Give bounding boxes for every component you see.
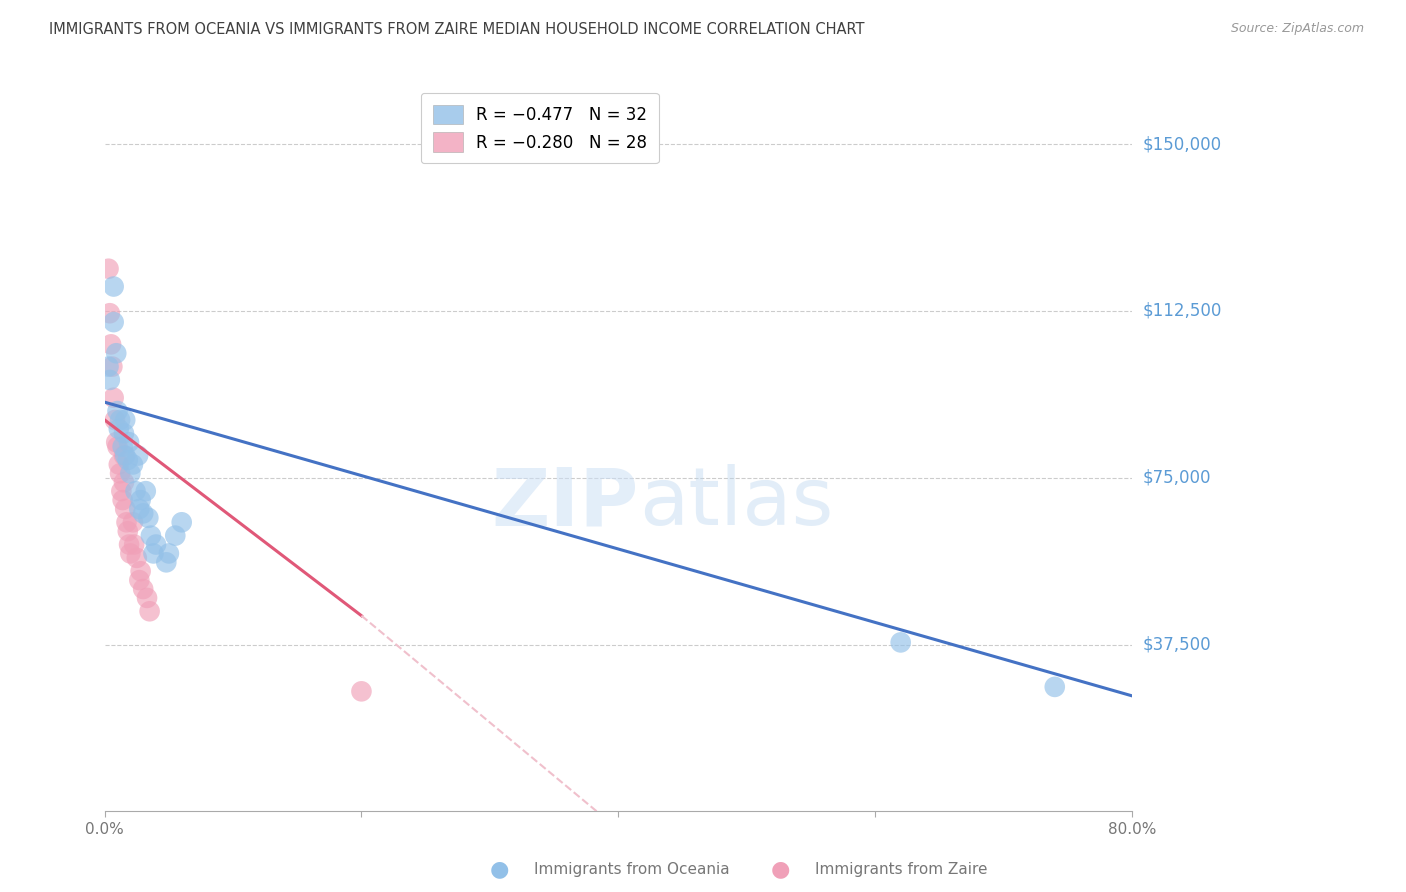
Point [117, 524, 139, 539]
Point [97, 261, 120, 276]
Point [110, 484, 132, 499]
Point [124, 484, 146, 499]
Point [103, 279, 125, 293]
Point [108, 413, 131, 427]
Point [114, 449, 136, 463]
Point [98, 373, 121, 387]
Point [118, 435, 141, 450]
Point [127, 449, 149, 463]
Point [122, 516, 145, 530]
Point [125, 550, 148, 565]
Point [157, 546, 180, 560]
Point [112, 426, 135, 441]
Text: Immigrants from Zaire: Immigrants from Zaire [815, 863, 988, 877]
Point [115, 516, 138, 530]
Point [136, 511, 159, 525]
Point [890, 635, 912, 649]
Point [111, 440, 134, 454]
Point [135, 484, 157, 499]
Point [103, 315, 125, 329]
Point [104, 413, 127, 427]
Point [122, 537, 145, 551]
Legend: R = −0.477   N = 32, R = −0.280   N = 28: R = −0.477 N = 32, R = −0.280 N = 28 [422, 93, 659, 163]
Text: $112,500: $112,500 [1143, 302, 1222, 320]
Point [97, 359, 120, 374]
Text: $150,000: $150,000 [1143, 136, 1222, 153]
Point [129, 493, 152, 508]
Text: Source: ZipAtlas.com: Source: ZipAtlas.com [1230, 22, 1364, 36]
Point [155, 555, 177, 569]
Point [120, 467, 142, 481]
Text: IMMIGRANTS FROM OCEANIA VS IMMIGRANTS FROM ZAIRE MEDIAN HOUSEHOLD INCOME CORRELA: IMMIGRANTS FROM OCEANIA VS IMMIGRANTS FR… [49, 22, 865, 37]
Point [132, 582, 155, 596]
Point [112, 449, 135, 463]
Text: atlas: atlas [638, 464, 834, 542]
Text: ZIP: ZIP [492, 464, 638, 542]
Point [98, 306, 121, 320]
Point [105, 435, 128, 450]
Point [103, 391, 125, 405]
Point [170, 516, 193, 530]
Point [129, 564, 152, 578]
Point [107, 458, 129, 472]
Point [107, 422, 129, 436]
Point [111, 493, 134, 508]
Point [101, 359, 124, 374]
Point [105, 346, 128, 360]
Point [122, 458, 145, 472]
Point [136, 591, 159, 605]
Point [350, 684, 373, 698]
Text: ●: ● [770, 860, 790, 880]
Point [107, 404, 129, 418]
Point [145, 537, 167, 551]
Point [142, 546, 165, 560]
Point [139, 528, 162, 542]
Point [138, 604, 160, 618]
Point [114, 502, 136, 516]
Text: $37,500: $37,500 [1143, 636, 1212, 654]
Text: Immigrants from Oceania: Immigrants from Oceania [534, 863, 730, 877]
Point [108, 467, 131, 481]
Point [117, 453, 139, 467]
Point [1043, 680, 1066, 694]
Point [165, 528, 187, 542]
Point [128, 502, 150, 516]
Text: ●: ● [489, 860, 509, 880]
Point [107, 440, 129, 454]
Point [100, 337, 122, 351]
Point [120, 546, 142, 560]
Point [128, 573, 150, 587]
Point [112, 475, 135, 490]
Point [132, 507, 155, 521]
Point [118, 537, 141, 551]
Text: $75,000: $75,000 [1143, 469, 1212, 487]
Point [114, 413, 136, 427]
